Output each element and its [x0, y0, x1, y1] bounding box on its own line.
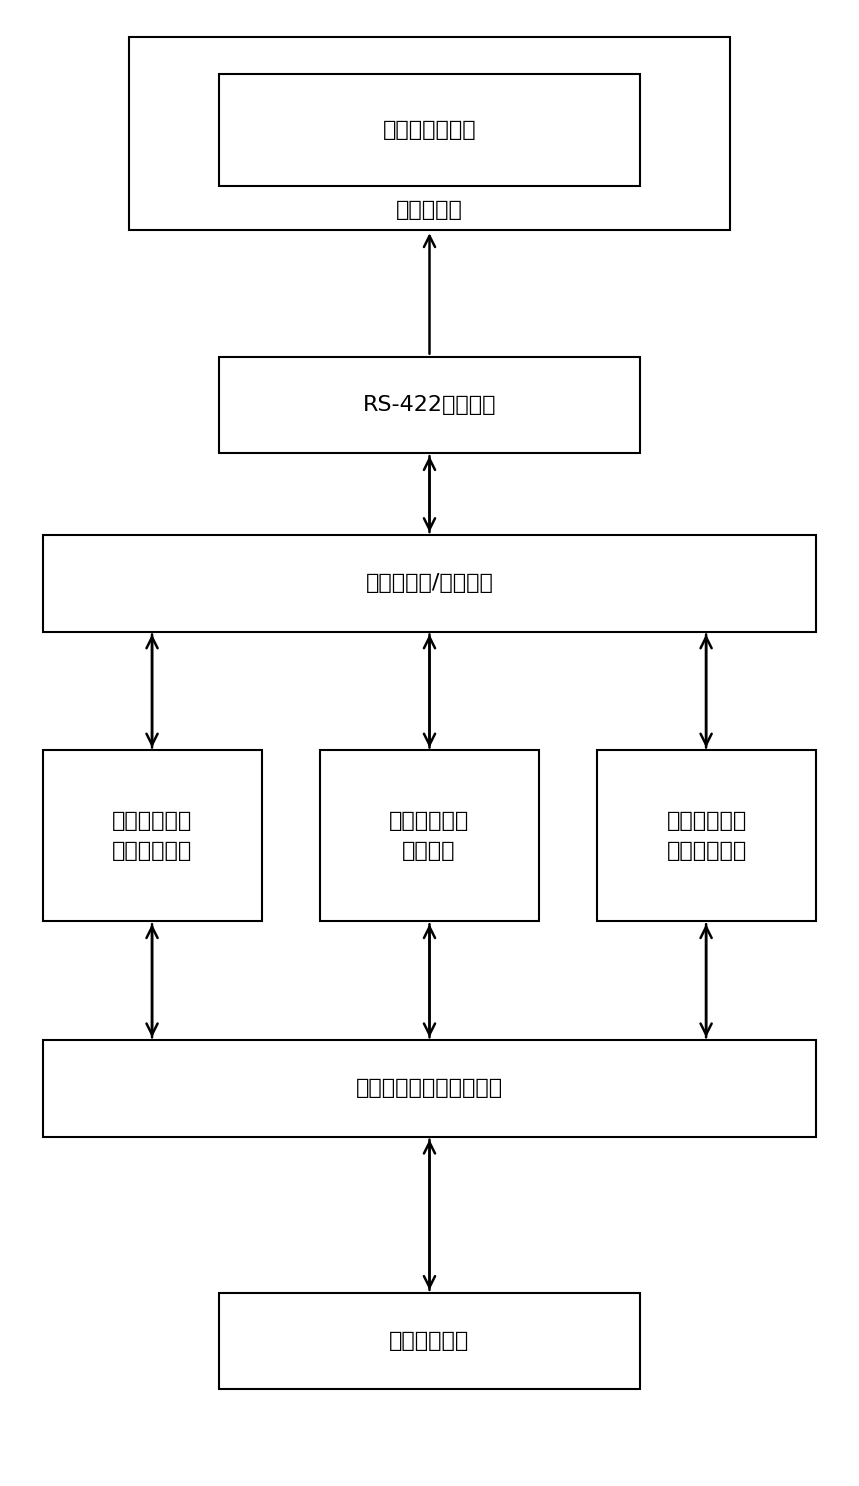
- Text: 信号测试功能
单元模块: 信号测试功能 单元模块: [389, 811, 469, 860]
- Bar: [129, 37, 730, 230]
- Text: 检定信号输入、输出接口: 检定信号输入、输出接口: [356, 1079, 503, 1098]
- Bar: [219, 74, 640, 186]
- Bar: [219, 1293, 640, 1389]
- Bar: [597, 750, 816, 921]
- Text: 源类信号产生
功能单元模块: 源类信号产生 功能单元模块: [113, 811, 192, 860]
- Text: RS-422通讯接口: RS-422通讯接口: [362, 395, 497, 415]
- Text: 上位机检定软件: 上位机检定软件: [383, 120, 476, 140]
- Bar: [43, 535, 816, 632]
- Bar: [43, 750, 262, 921]
- Bar: [320, 750, 539, 921]
- Text: 控制计算机: 控制计算机: [396, 201, 463, 220]
- Text: 功能信号测试
通讯功能模块: 功能信号测试 通讯功能模块: [667, 811, 746, 860]
- Bar: [219, 357, 640, 453]
- Bar: [43, 1040, 816, 1137]
- Text: 综合测试系统: 综合测试系统: [389, 1331, 470, 1351]
- Text: 智能控制器/检定软件: 智能控制器/检定软件: [366, 574, 493, 593]
